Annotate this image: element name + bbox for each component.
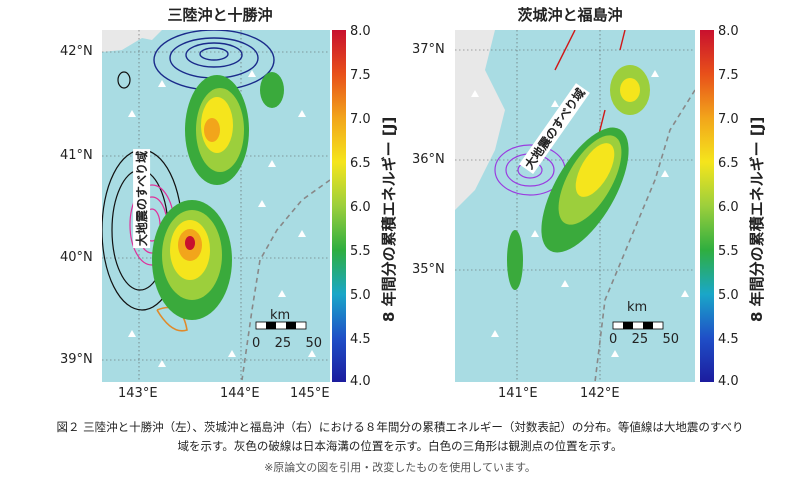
left-slip-label: 大地震のすべり域: [133, 148, 151, 249]
left-scale-unit: km: [270, 308, 291, 323]
cbar-tick: 7.0: [718, 112, 739, 127]
left-colorbar-label: 8 年間分の累積エネルギー [J]: [380, 116, 398, 322]
lat-tick: 41°N: [60, 148, 93, 163]
cbar-tick: 4.5: [350, 332, 371, 347]
lon-tick: 141°E: [498, 386, 538, 401]
right-colorbar: [700, 30, 714, 382]
scale-tick: 25: [631, 332, 649, 347]
scale-tick: 50: [662, 332, 679, 347]
left-colorbar: [332, 30, 346, 382]
cbar-tick: 6.0: [350, 200, 371, 215]
cbar-tick: 4.0: [718, 374, 739, 389]
lat-tick: 40°N: [60, 250, 93, 265]
caption-line-2: 域を示す。灰色の破線は日本海溝の位置を示す。白色の三角形は観測点の位置を示す。: [177, 439, 623, 453]
cbar-tick: 5.5: [350, 244, 371, 259]
lat-tick: 37°N: [412, 42, 445, 57]
right-panel-title: 茨城沖と福島沖: [517, 6, 623, 24]
cbar-tick: 8.0: [350, 24, 371, 39]
lat-tick: 39°N: [60, 352, 93, 367]
cbar-tick: 5.0: [718, 288, 739, 303]
scale-tick: 0: [609, 332, 618, 347]
lat-tick: 42°N: [60, 44, 93, 59]
cbar-tick: 7.5: [718, 68, 739, 83]
lon-tick: 144°E: [220, 386, 260, 401]
right-colorbar-label: 8 年間分の累積エネルギー [J]: [748, 116, 766, 322]
scale-tick: 25: [274, 336, 292, 351]
figure-caption: 図２ 三陸沖と十勝沖（左）、茨城沖と福島沖（右）における８年間分の累積エネルギー…: [0, 418, 800, 456]
cbar-tick: 6.5: [718, 156, 739, 171]
lat-tick: 36°N: [412, 152, 445, 167]
lon-tick: 145°E: [290, 386, 330, 401]
cbar-tick: 7.0: [350, 112, 371, 127]
right-scale-unit: km: [627, 300, 648, 315]
left-panel-title: 三陸沖と十勝沖: [167, 6, 273, 24]
cbar-tick: 5.5: [718, 244, 739, 259]
cbar-tick: 8.0: [718, 24, 739, 39]
caption-note: ※原論文の図を引用・改変したものを使用しています。: [264, 461, 536, 474]
lon-tick: 142°E: [580, 386, 620, 401]
cbar-tick: 6.0: [718, 200, 739, 215]
cbar-tick: 4.5: [718, 332, 739, 347]
right-scale-ticks: 0 25 50: [609, 332, 679, 347]
cbar-tick: 7.5: [350, 68, 371, 83]
left-map: [102, 30, 330, 382]
cbar-tick: 4.0: [350, 374, 371, 389]
lon-tick: 143°E: [118, 386, 158, 401]
cbar-tick: 5.0: [350, 288, 371, 303]
scale-tick: 50: [305, 336, 322, 351]
scale-tick: 0: [252, 336, 261, 351]
cbar-tick: 6.5: [350, 156, 371, 171]
left-scale-ticks: 0 25 50: [252, 336, 322, 351]
lat-tick: 35°N: [412, 262, 445, 277]
caption-line-1: 図２ 三陸沖と十勝沖（左）、茨城沖と福島沖（右）における８年間分の累積エネルギー…: [56, 420, 744, 434]
